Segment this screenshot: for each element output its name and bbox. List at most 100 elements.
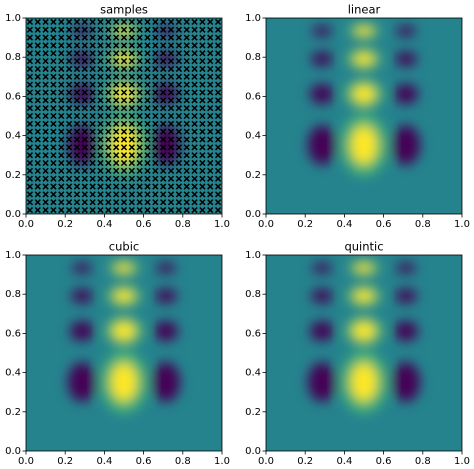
sample-marker: [73, 89, 81, 96]
heatmap-image: [266, 255, 462, 451]
sample-marker: [136, 26, 143, 33]
sample-marker: [152, 144, 159, 151]
sample-marker: [183, 105, 190, 112]
sample-marker: [34, 81, 41, 88]
sample-marker: [183, 89, 190, 96]
sample-marker: [199, 73, 206, 80]
sample-marker: [89, 97, 96, 104]
sample-marker: [207, 73, 214, 80]
sample-marker: [113, 18, 120, 26]
sample-marker: [207, 26, 214, 33]
sample-marker: [81, 42, 88, 49]
sample-marker: [97, 50, 104, 57]
sample-marker: [105, 183, 112, 190]
sample-marker: [120, 206, 128, 214]
y-tick-label: 0.0: [245, 209, 261, 220]
sample-marker: [26, 57, 34, 65]
sample-marker: [120, 167, 128, 175]
sample-marker: [120, 112, 128, 120]
sample-marker: [73, 206, 81, 214]
sample-marker: [120, 144, 128, 151]
sample-marker: [128, 105, 135, 112]
sample-marker: [152, 34, 159, 41]
sample-marker: [128, 57, 135, 65]
sample-marker: [128, 26, 135, 33]
sample-marker: [73, 167, 81, 175]
sample-marker: [167, 167, 175, 175]
sample-marker: [214, 26, 222, 33]
y-tick-label: 0.0: [5, 209, 21, 220]
sample-marker: [120, 42, 128, 49]
y-tick-label: 0.6: [5, 91, 21, 102]
sample-marker: [42, 112, 49, 120]
sample-marker: [58, 50, 65, 57]
sample-marker: [42, 167, 49, 175]
sample-marker: [136, 18, 143, 26]
sample-marker: [34, 152, 41, 159]
sample-marker: [58, 152, 65, 159]
sample-marker: [191, 26, 198, 33]
sample-marker: [97, 97, 104, 104]
sample-marker: [58, 136, 65, 143]
sample-marker: [97, 42, 104, 49]
sample-marker: [113, 42, 120, 49]
sample-marker: [26, 105, 34, 112]
sample-marker: [105, 144, 112, 151]
sample-marker: [214, 206, 222, 214]
sample-marker: [105, 34, 112, 41]
sample-marker: [42, 73, 49, 80]
sample-marker: [199, 57, 206, 65]
sample-marker: [81, 18, 88, 26]
sample-marker: [26, 34, 34, 41]
sample-marker: [105, 112, 112, 120]
sample-marker: [58, 34, 65, 41]
sample-marker: [120, 97, 128, 104]
y-tick-label: 0.8: [245, 52, 261, 63]
sample-marker: [58, 65, 65, 73]
sample-marker: [152, 112, 159, 120]
sample-marker: [97, 128, 104, 135]
sample-marker: [144, 42, 151, 49]
sample-marker: [167, 42, 175, 49]
sample-marker: [199, 105, 206, 112]
sample-marker: [73, 183, 81, 190]
heatmap-image: [26, 255, 222, 451]
sample-marker: [128, 42, 135, 49]
sample-marker: [73, 191, 81, 198]
sample-marker: [191, 191, 198, 198]
sample-marker: [152, 73, 159, 80]
sample-marker: [89, 175, 96, 182]
sample-marker: [214, 175, 222, 182]
sample-marker: [42, 136, 49, 143]
sample-marker: [42, 34, 49, 41]
sample-marker: [120, 152, 128, 159]
sample-marker: [199, 183, 206, 190]
sample-marker: [191, 57, 198, 65]
sample-marker: [136, 206, 143, 214]
sample-marker: [81, 183, 88, 190]
sample-marker: [136, 120, 143, 127]
sample-marker: [183, 144, 190, 151]
x-tick-label: 1.0: [454, 456, 470, 467]
sample-marker: [81, 73, 88, 80]
sample-marker: [136, 81, 143, 88]
sample-marker: [160, 89, 167, 96]
sample-marker: [105, 167, 112, 175]
sample-marker: [136, 167, 143, 175]
sample-marker: [73, 136, 81, 143]
sample-marker: [50, 34, 57, 41]
sample-marker: [58, 112, 65, 120]
sample-marker: [81, 34, 88, 41]
x-tick-label: 0.2: [57, 219, 73, 230]
subplot: linear 0.0 0.2 0.4 0.6 0.8 1.0 0.0 0.2 0.4 0.6 0.8 1…: [245, 3, 470, 231]
y-tick-label: 1.0: [5, 250, 21, 261]
sample-marker: [128, 18, 135, 26]
sample-marker: [207, 42, 214, 49]
sample-marker: [26, 159, 34, 167]
x-tick-label: 0.4: [336, 219, 352, 230]
sample-marker: [89, 120, 96, 127]
sample-marker: [152, 81, 159, 88]
sample-marker: [144, 183, 151, 190]
sample-marker: [120, 159, 128, 167]
sample-marker: [89, 34, 96, 41]
